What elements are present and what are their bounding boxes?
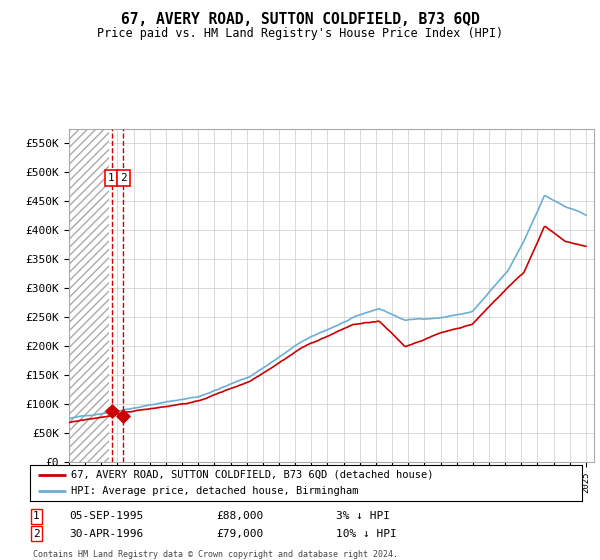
Text: £79,000: £79,000 — [216, 529, 263, 539]
Text: 67, AVERY ROAD, SUTTON COLDFIELD, B73 6QD (detached house): 67, AVERY ROAD, SUTTON COLDFIELD, B73 6Q… — [71, 470, 434, 480]
Text: 3% ↓ HPI: 3% ↓ HPI — [336, 511, 390, 521]
Text: Price paid vs. HM Land Registry's House Price Index (HPI): Price paid vs. HM Land Registry's House … — [97, 27, 503, 40]
Text: 2: 2 — [120, 173, 127, 183]
Text: Contains HM Land Registry data © Crown copyright and database right 2024.
This d: Contains HM Land Registry data © Crown c… — [33, 550, 398, 560]
Text: 67, AVERY ROAD, SUTTON COLDFIELD, B73 6QD: 67, AVERY ROAD, SUTTON COLDFIELD, B73 6Q… — [121, 12, 479, 27]
Bar — [69, 129, 109, 462]
Text: 1: 1 — [33, 511, 40, 521]
Text: 1: 1 — [108, 173, 115, 183]
Point — [118, 412, 128, 421]
Text: 2: 2 — [33, 529, 40, 539]
Text: 30-APR-1996: 30-APR-1996 — [69, 529, 143, 539]
Text: HPI: Average price, detached house, Birmingham: HPI: Average price, detached house, Birm… — [71, 486, 359, 496]
Text: 05-SEP-1995: 05-SEP-1995 — [69, 511, 143, 521]
Point — [107, 407, 117, 416]
Text: £88,000: £88,000 — [216, 511, 263, 521]
Text: 10% ↓ HPI: 10% ↓ HPI — [336, 529, 397, 539]
